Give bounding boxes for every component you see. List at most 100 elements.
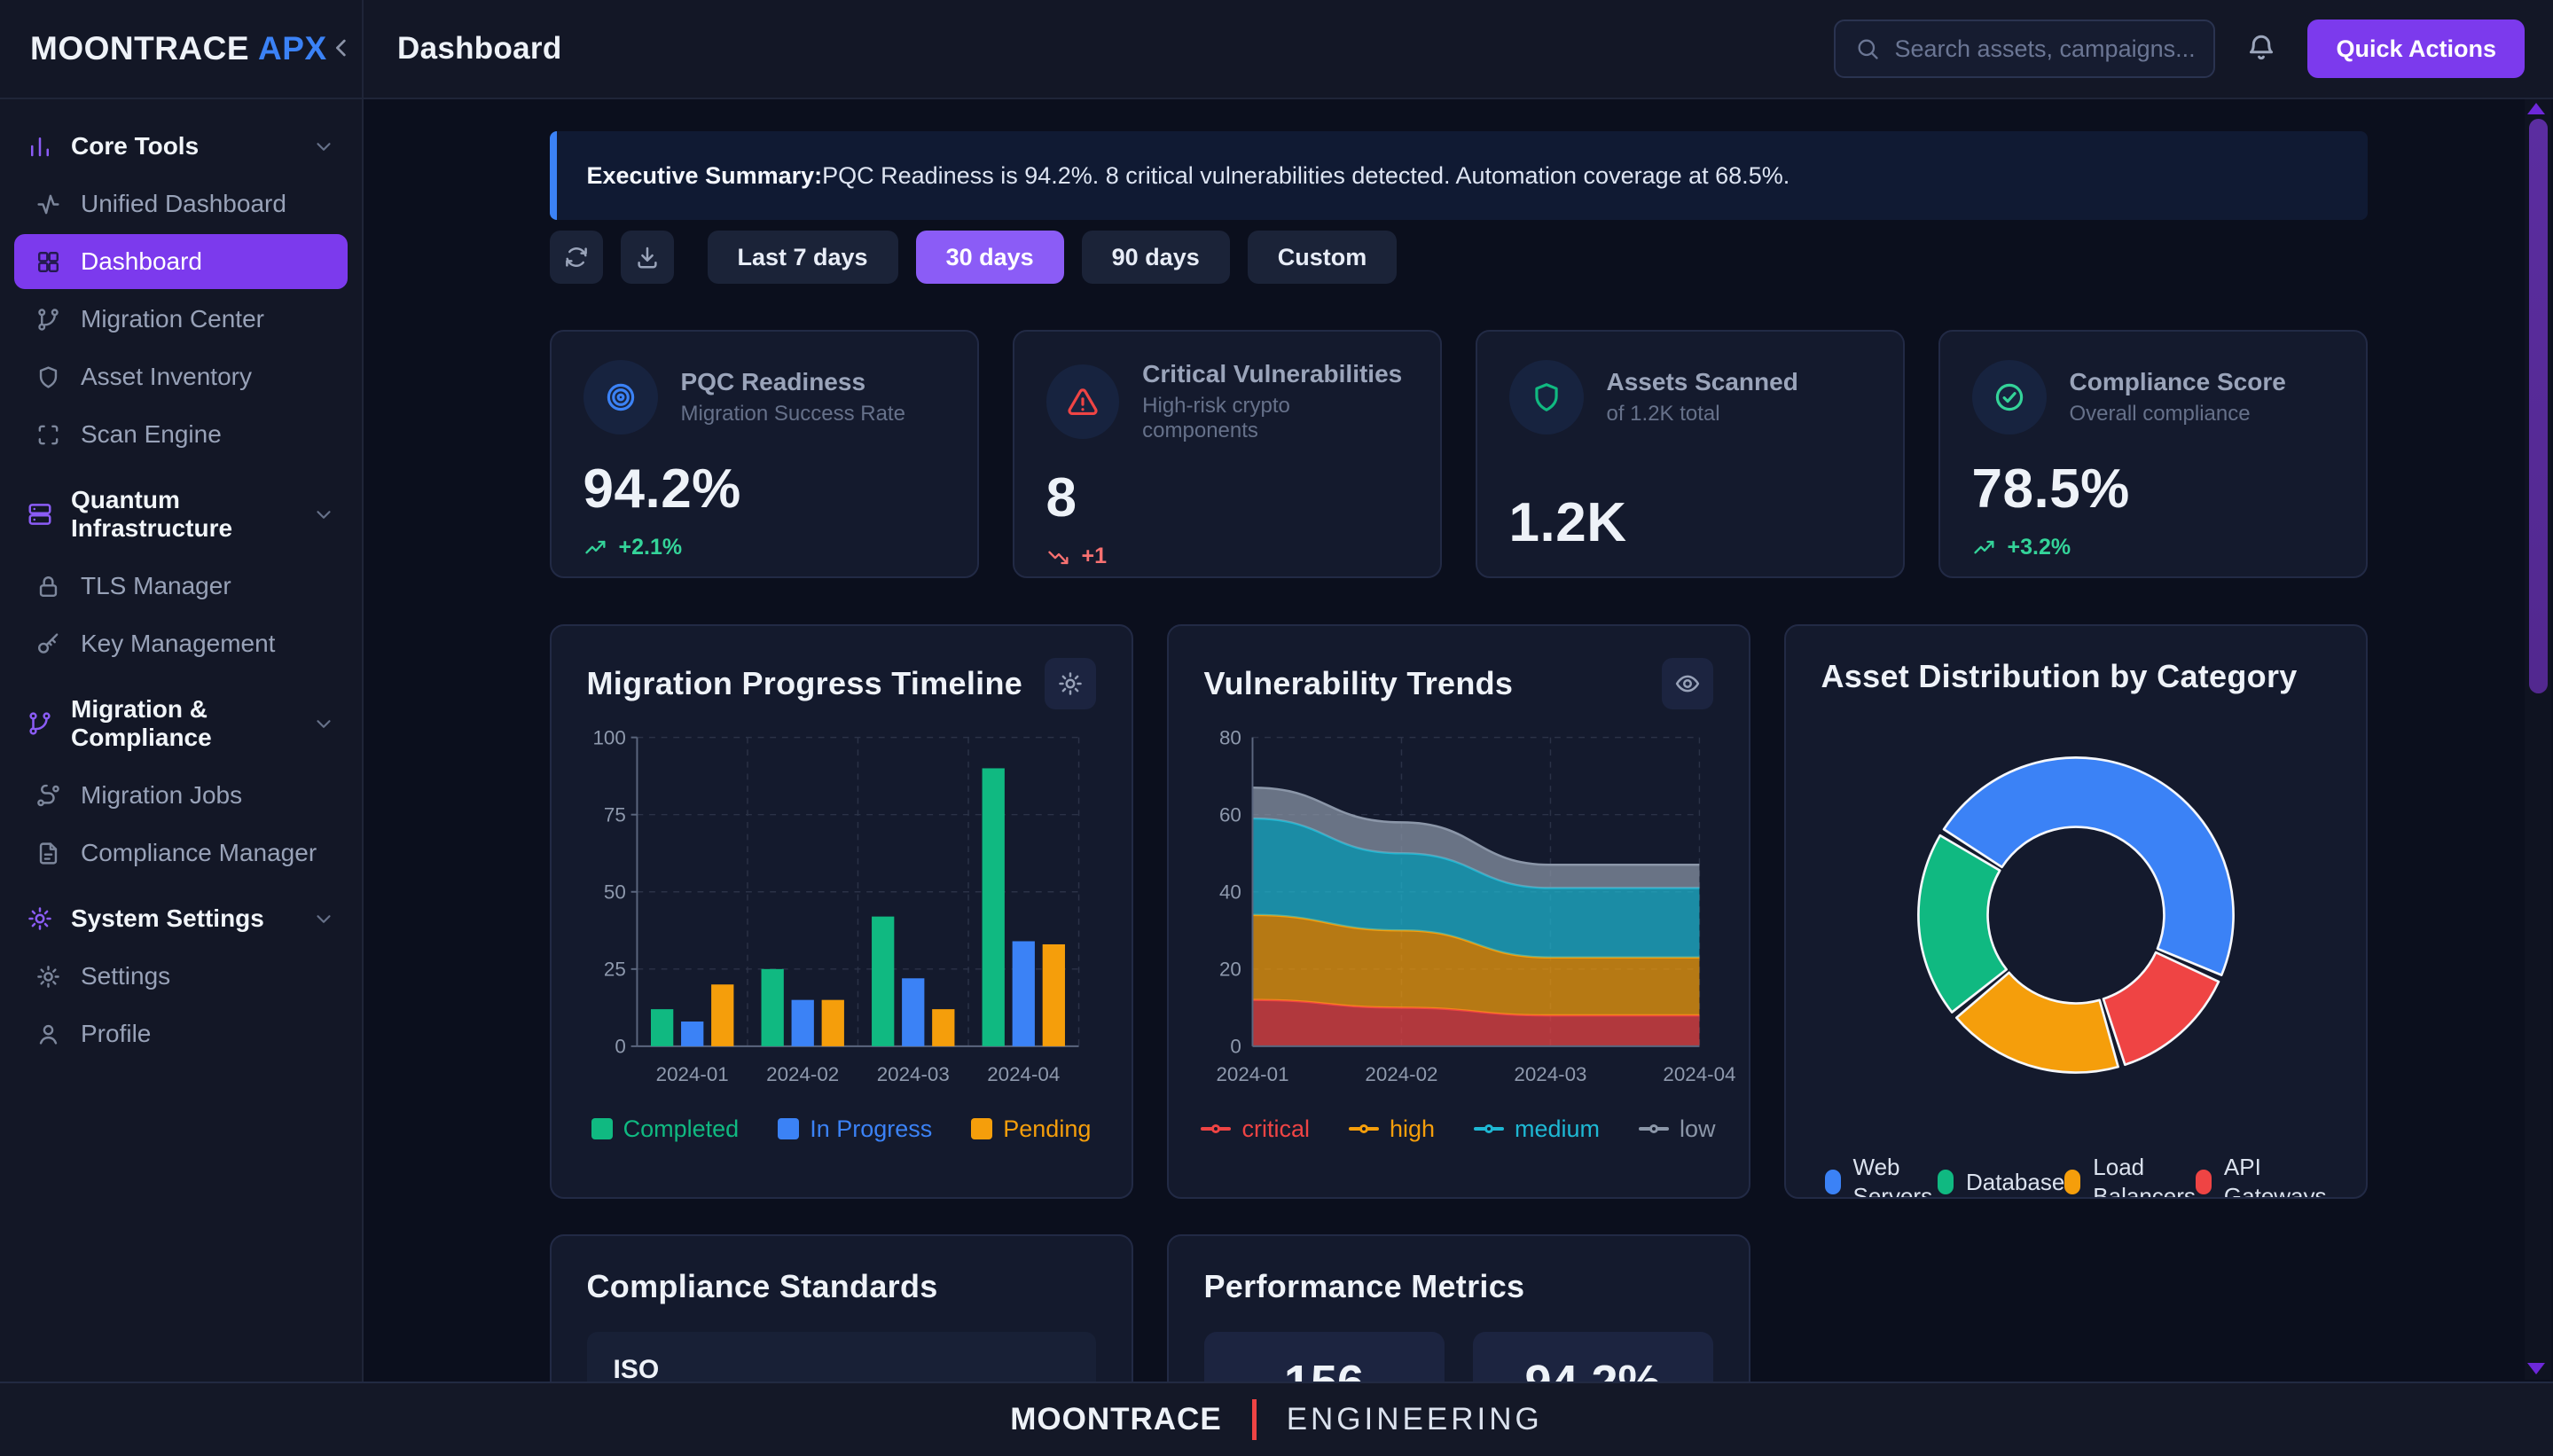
kpi-trend: +2.1% [583,535,945,560]
sidebar-item-asset-inventory[interactable]: Asset Inventory [14,349,348,404]
sidebar-item-label: Asset Inventory [81,363,252,390]
compliance-name: ISO 27001 [613,1355,660,1382]
page-title: Dashboard [397,31,562,66]
sidebar-item-tls-manager[interactable]: TLS Manager [14,559,348,614]
svg-text:2024-03: 2024-03 [1514,1063,1586,1085]
scan-icon [35,422,61,448]
stat-value: 156 [1227,1355,1421,1382]
kpi-value: 8 [1045,467,1077,529]
check-circle-icon [1993,380,2026,414]
kpi-subtitle: High-risk crypto components [1142,394,1290,443]
filter-last-7-days[interactable]: Last 7 days [707,231,898,285]
chart-view-button[interactable] [1661,658,1713,710]
kpi-icon-circle [1045,364,1120,440]
kpi-value: 1.2K [1508,492,1627,554]
footer-division: ENGINEERING [1286,1402,1543,1436]
filter-90-days[interactable]: 90 days [1081,231,1230,285]
svg-text:0: 0 [615,1036,625,1058]
refresh-icon [563,244,590,270]
gear-icon [1057,670,1084,697]
time-filter-toolbar: Last 7 days 30 days 90 days Custom [549,231,2368,285]
kpi-trend: +1 [1046,544,1408,569]
svg-text:75: 75 [603,804,625,826]
workflow-icon [35,783,61,809]
settings-icon [27,905,53,932]
sidebar-item-unified-dashboard[interactable]: Unified Dashboard [14,176,348,231]
scroll-up-arrow[interactable] [2527,103,2545,114]
kpi-title: Compliance Score [2069,368,2286,396]
card-title: Performance Metrics [1203,1268,1525,1305]
sidebar-item-label: Dashboard [81,247,202,275]
refresh-button[interactable] [549,231,603,285]
sidebar-collapse-button[interactable] [327,34,356,65]
chevron-down-icon [312,135,335,158]
legend-marker [1639,1124,1670,1134]
area-chart-legend: critical high medium low [1201,1115,1716,1143]
sidebar-item-compliance-manager[interactable]: Compliance Manager [14,826,348,881]
sidebar-nav: Core Tools Unified Dashboard Dashboard Migr… [0,99,362,1061]
logo-row: MOONTRACE APX [0,0,362,99]
asset-donut-chart [1916,756,2235,1075]
svg-text:20: 20 [1218,959,1241,981]
svg-text:40: 40 [1218,881,1241,904]
sidebar-item-scan-engine[interactable]: Scan Engine [14,407,348,462]
svg-text:2024-02: 2024-02 [766,1063,839,1085]
kpi-icon-circle [1508,360,1584,435]
charts-row: Migration Progress Timeline 0 25 50 75 100 20… [549,624,2368,1200]
compliance-list: ISO 27001 Score: 85% compliant [586,1332,1096,1382]
search-input[interactable] [1894,35,2209,63]
server-icon [27,501,53,528]
svg-text:2024-01: 2024-01 [1216,1063,1288,1085]
sidebar-item-key-management[interactable]: Key Management [14,616,348,671]
search-box[interactable] [1834,20,2216,78]
chart-settings-button[interactable] [1044,658,1096,710]
sidebar-section-label: System Settings [71,904,264,932]
legend-marker [1348,1124,1379,1134]
vulnerability-area-chart: 0 20 40 60 80 2024-01 2024-02 2024-03 2024-04 [1216,727,1735,1085]
chart-title: Vulnerability Trends [1203,665,1514,702]
sidebar-item-migration-jobs[interactable]: Migration Jobs [14,768,348,823]
donut-slice-web-servers [1942,756,2235,977]
svg-text:60: 60 [1218,804,1241,826]
empty-slot [1784,1234,2368,1382]
sidebar-item-settings[interactable]: Settings [14,949,348,1004]
footer-brand: MOONTRACE [1010,1402,1222,1436]
donut-slice-api-gateways [2102,951,2220,1067]
eye-icon [1674,670,1701,697]
sidebar-section-migration-compliance[interactable]: Migration & Compliance [14,682,348,765]
scroll-down-arrow[interactable] [2527,1363,2545,1374]
kpi-title: Assets Scanned [1606,368,1798,396]
legend-item-low: low [1639,1115,1716,1143]
alert-triangle-icon [1066,385,1100,419]
donut-slice-database [1916,834,2008,1014]
filter-30-days[interactable]: 30 days [915,231,1064,285]
sidebar-item-dashboard[interactable]: Dashboard [14,234,348,289]
sidebar-section-system-settings[interactable]: System Settings [14,891,348,946]
lock-icon [35,574,61,599]
legend-item-load-balancers: Load Balancers [2064,1153,2196,1197]
sidebar-section-core-tools[interactable]: Core Tools [14,119,348,174]
sidebar-item-profile[interactable]: Profile [14,1006,348,1061]
banner-label: Executive Summary: [586,162,823,189]
quick-actions-button[interactable]: Quick Actions [2307,20,2525,78]
kpi-title: PQC Readiness [680,368,866,396]
shield-icon [35,364,61,390]
legend-item-in-progress: In Progress [778,1115,932,1143]
filter-custom[interactable]: Custom [1247,231,1398,285]
chevron-left-icon [327,34,356,62]
target-icon [604,380,638,414]
scrollbar-thumb[interactable] [2529,119,2548,693]
download-button[interactable] [620,231,674,285]
notifications-button[interactable] [2245,32,2277,67]
executive-summary-banner: Executive Summary:PQC Readiness is 94.2%… [549,131,2368,221]
kpi-subtitle: Migration Success Rate [680,402,905,427]
kpi-trend: +3.2% [1972,535,2334,560]
legend-marker [1474,1124,1505,1134]
kpi-subtitle: Overall compliance [2069,402,2251,427]
sidebar-section-quantum-infrastructure[interactable]: Quantum Infrastructure [14,473,348,556]
git-branch-icon [35,307,61,333]
sidebar-item-migration-center[interactable]: Migration Center [14,292,348,347]
kpi-card-compliance-score: Compliance Score Overall compliance 78.5… [1938,330,2368,579]
sidebar: MOONTRACE APX Core Tools Unified Dashboard… [0,0,364,1382]
trending-down-icon [1046,544,1071,569]
